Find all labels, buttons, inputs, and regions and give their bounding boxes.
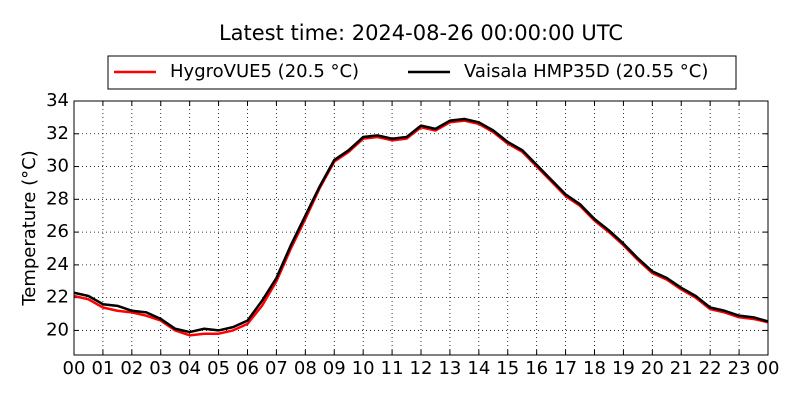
x-tick-label: 03: [149, 358, 172, 379]
y-tick-label: 22: [46, 287, 69, 308]
x-tick-label: 08: [294, 358, 317, 379]
legend-label: HygroVUE5 (20.5 °C): [170, 61, 359, 82]
x-tick-label: 06: [236, 358, 259, 379]
x-tick-label: 16: [525, 358, 548, 379]
x-tick-label: 17: [554, 358, 577, 379]
y-tick-label: 34: [46, 90, 69, 111]
x-tick-label: 20: [641, 358, 664, 379]
y-axis-label: Temperature (°C): [19, 150, 40, 306]
x-tick-label: 10: [352, 358, 375, 379]
x-tick-label: 19: [612, 358, 635, 379]
x-tick-label: 07: [265, 358, 288, 379]
x-tick-label: 09: [323, 358, 346, 379]
chart-title: Latest time: 2024-08-26 00:00:00 UTC: [219, 21, 623, 45]
x-tick-label: 04: [178, 358, 201, 379]
x-tick-label: 18: [583, 358, 606, 379]
x-tick-label: 02: [120, 358, 143, 379]
plot-frame: [73, 100, 769, 356]
series-line: [73, 117, 769, 334]
x-tick-label: 00: [757, 358, 780, 379]
y-tick-label: 20: [46, 319, 69, 340]
x-tick-label: 22: [699, 358, 722, 379]
y-tick-label: 28: [46, 188, 69, 209]
x-tick-label: 11: [381, 358, 404, 379]
series-line: [73, 119, 769, 337]
x-tick-label: 21: [670, 358, 693, 379]
y-tick-label: 32: [46, 123, 69, 144]
x-tick-label: 05: [207, 358, 230, 379]
y-tick-label: 26: [46, 221, 69, 242]
x-tick-label: 12: [410, 358, 433, 379]
y-tick-label: 30: [46, 156, 69, 177]
x-tick-label: 13: [438, 358, 461, 379]
x-tick-label: 15: [496, 358, 519, 379]
x-tick-label: 23: [728, 358, 751, 379]
x-tick-label: 00: [63, 358, 86, 379]
x-tick-label: 01: [91, 358, 114, 379]
y-tick-label: 24: [46, 254, 69, 275]
x-tick-label: 14: [467, 358, 490, 379]
legend-label: Vaisala HMP35D (20.55 °C): [464, 61, 708, 82]
